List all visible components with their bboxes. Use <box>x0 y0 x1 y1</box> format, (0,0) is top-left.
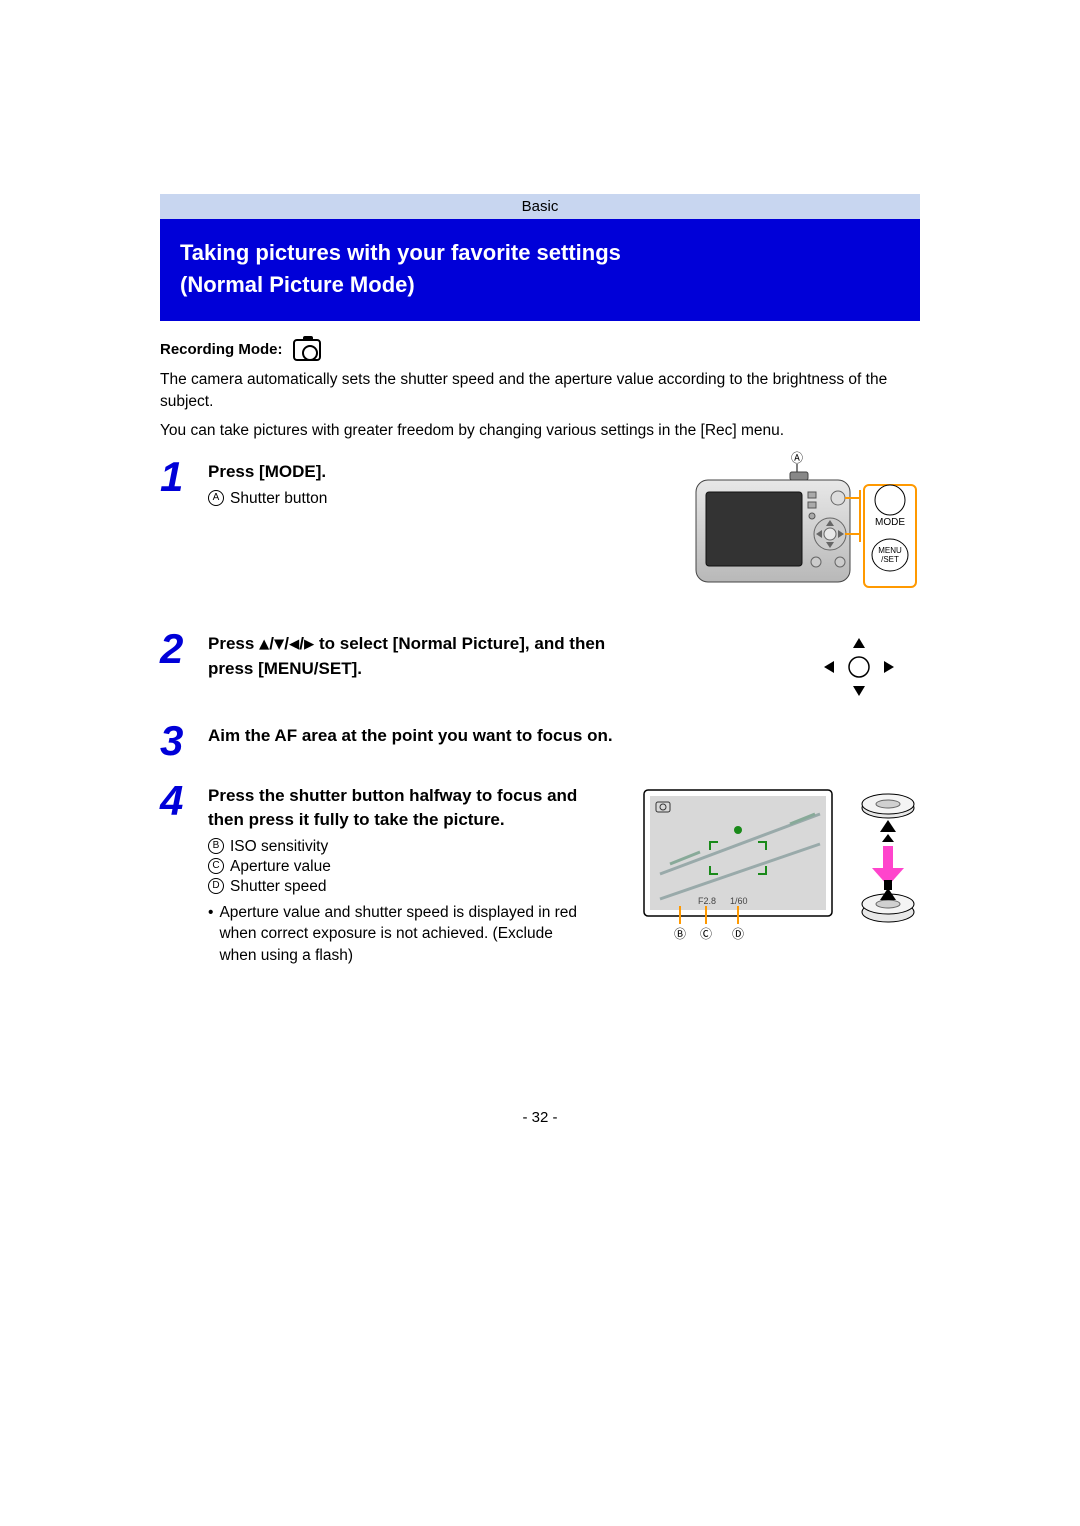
shutter-full-icon <box>862 880 914 922</box>
dpad-figure <box>816 632 902 707</box>
step-1: 1 Press [MODE]. A Shutter button Ⓐ <box>160 460 920 610</box>
mode-label: MODE <box>875 517 905 528</box>
svg-text:F2.8: F2.8 <box>698 896 716 906</box>
svg-text:/SET: /SET <box>881 555 899 564</box>
label-b-icon: B <box>208 838 224 854</box>
step-heading: Press the shutter button halfway to focu… <box>208 784 588 832</box>
svg-text:MENU: MENU <box>878 546 902 555</box>
step-body: Press the shutter button halfway to focu… <box>208 784 920 967</box>
shutter-half-icon <box>862 794 914 842</box>
label-c-icon: C <box>208 858 224 874</box>
label-a-text: Shutter button <box>230 490 327 508</box>
step-2: 2 Press ▲/▼/◀/▶ to select [Normal Pictur… <box>160 632 920 702</box>
intro-p2: You can take pictures with greater freed… <box>160 420 920 442</box>
recording-mode-row: Recording Mode: <box>160 339 920 361</box>
step-3: 3 Aim the AF area at the point you want … <box>160 724 920 762</box>
lcd-shutter-figure: F2.8 1/60 Ⓑ Ⓒ Ⓓ <box>640 784 920 949</box>
intro-text: The camera automatically sets the shutte… <box>160 369 920 442</box>
step-heading: Press ▲/▼/◀/▶ to select [Normal Picture]… <box>208 632 628 681</box>
svg-text:Ⓐ: Ⓐ <box>791 451 803 465</box>
label-d-icon: D <box>208 878 224 894</box>
svg-text:1/60: 1/60 <box>730 896 748 906</box>
step-body: Press ▲/▼/◀/▶ to select [Normal Picture]… <box>208 632 920 687</box>
page: Basic Taking pictures with your favorite… <box>0 0 1080 967</box>
section-bar: Basic <box>160 194 920 219</box>
label-b-text: ISO sensitivity <box>230 838 328 856</box>
steps-list: 1 Press [MODE]. A Shutter button Ⓐ <box>160 460 920 967</box>
step-number: 1 <box>160 456 208 498</box>
page-title: Taking pictures with your favorite setti… <box>160 219 920 321</box>
intro-p1: The camera automatically sets the shutte… <box>160 369 920 414</box>
step-number: 4 <box>160 780 208 822</box>
step-heading: Aim the AF area at the point you want to… <box>208 724 728 748</box>
label-d-text: Shutter speed <box>230 878 327 896</box>
step-body: Aim the AF area at the point you want to… <box>208 724 920 754</box>
camera-mode-icon <box>293 339 321 361</box>
camera-back-figure: Ⓐ <box>690 450 920 595</box>
page-number: - 32 - <box>0 1109 1080 1126</box>
svg-text:Ⓑ: Ⓑ <box>674 927 686 941</box>
label-c-text: Aperture value <box>230 858 331 876</box>
recording-mode-label: Recording Mode: <box>160 341 283 358</box>
step-4: 4 Press the shutter button halfway to fo… <box>160 784 920 967</box>
svg-text:Ⓓ: Ⓓ <box>732 927 744 941</box>
step-number: 3 <box>160 720 208 762</box>
step-number: 2 <box>160 628 208 670</box>
note-text: Aperture value and shutter speed is disp… <box>219 902 588 967</box>
svg-text:Ⓒ: Ⓒ <box>700 927 712 941</box>
step-body: Press [MODE]. A Shutter button Ⓐ <box>208 460 920 510</box>
label-a-icon: A <box>208 490 224 506</box>
exposure-note: • Aperture value and shutter speed is di… <box>208 902 588 967</box>
